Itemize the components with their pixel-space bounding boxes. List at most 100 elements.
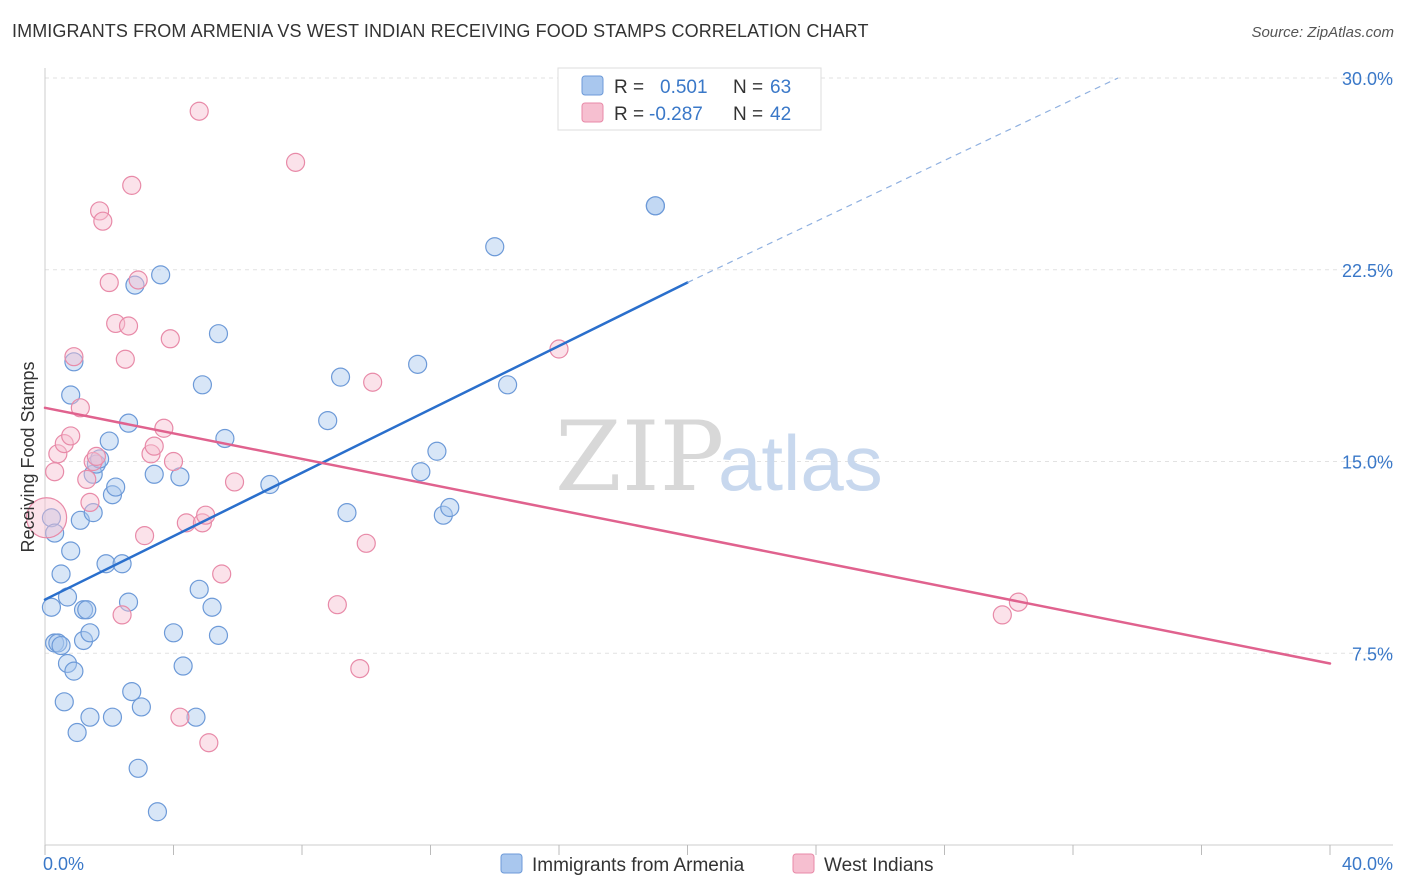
x-tick-label-max: 40.0%: [1342, 854, 1393, 874]
point-armenia-17: [73, 630, 94, 651]
point-armenia-54: [408, 354, 428, 374]
point-west-indians-8: [80, 492, 100, 513]
watermark-zip: ZIP: [555, 401, 724, 513]
point-west-indians-4: [61, 426, 81, 446]
y-tick-label-3: 30.0%: [1342, 69, 1393, 89]
point-armenia-5: [51, 635, 71, 656]
chart-source: Source: ZipAtlas.com: [1251, 24, 1394, 41]
point-armenia-46: [202, 597, 222, 617]
series-legend-swatch-armenia: [500, 853, 523, 874]
x-tick-label-min: 0.0%: [43, 854, 84, 874]
point-west-indians-11: [90, 201, 110, 221]
point-west-indians-19: [128, 270, 148, 290]
point-west-indians-3: [54, 434, 74, 454]
point-armenia-22: [83, 503, 103, 523]
point-armenia-8: [57, 653, 78, 674]
point-armenia-62: [645, 196, 665, 216]
point-armenia-45: [192, 375, 213, 395]
point-west-indians-10: [86, 446, 107, 466]
y-axis-label: Receiving Food Stamps: [18, 361, 38, 552]
gridlines: [45, 77, 1393, 654]
trend-line-west-indians: [43, 406, 1332, 665]
point-armenia-35: [128, 758, 148, 778]
legend-r-label-2: R =: [614, 104, 644, 125]
point-west-indians-25: [163, 451, 184, 472]
point-armenia-6: [51, 564, 71, 584]
point-west-indians-28: [189, 101, 209, 121]
point-armenia-57: [433, 505, 453, 525]
point-west-indians-12: [93, 211, 113, 231]
point-armenia-39: [151, 265, 171, 285]
point-armenia-56: [427, 441, 447, 461]
watermark: ZIP atlas: [555, 401, 883, 513]
point-armenia-14: [67, 722, 87, 743]
point-west-indians-23: [154, 418, 174, 438]
y-tick-label-1: 15.0%: [1342, 453, 1393, 473]
point-west-indians-31: [199, 733, 219, 753]
legend-r-value-1: 0.501: [660, 77, 708, 98]
series-legend-label-armenia: Immigrants from Armenia: [532, 855, 745, 876]
point-west-indians-21: [141, 444, 161, 464]
stats-legend: R = 0.501 N = 63 R = -0.287 N = 42: [557, 67, 822, 131]
point-west-indians-40: [992, 605, 1012, 625]
point-armenia-60: [498, 375, 518, 395]
point-armenia-34: [125, 275, 145, 295]
legend-n-label-2: N =: [733, 104, 763, 125]
point-west-indians-15: [112, 605, 132, 625]
y-tick-label-0: 7.5%: [1352, 644, 1393, 664]
point-west-indians-17: [118, 316, 139, 336]
series-legend-swatch-west-indians: [792, 853, 815, 874]
point-armenia-58: [440, 497, 460, 518]
point-armenia-53: [337, 503, 357, 523]
trend-lines: [43, 77, 1332, 665]
point-armenia-28: [102, 485, 123, 505]
point-armenia-51: [318, 410, 338, 431]
legend-r-label-1: R =: [614, 77, 644, 98]
point-west-indians-37: [356, 533, 376, 553]
point-west-indians-6: [70, 398, 90, 418]
legend-r-value-2: -0.287: [649, 104, 703, 125]
point-armenia-38: [147, 802, 168, 822]
point-west-indians-38: [363, 372, 383, 392]
point-west-indians-32: [212, 564, 232, 584]
point-west-indians-35: [327, 595, 347, 615]
point-armenia-10: [61, 541, 81, 561]
legend-n-value-1: 63: [770, 77, 791, 98]
point-west-indians-1: [45, 462, 65, 482]
trend-line-armenia-extension: [687, 77, 1119, 284]
legend-swatch-west-indians: [581, 102, 604, 123]
axes: 7.5% 15.0% 22.5% 30.0% 0.0% 40.0%: [43, 68, 1393, 874]
point-armenia-44: [189, 579, 209, 599]
point-armenia-23: [86, 454, 107, 474]
point-armenia-29: [106, 477, 126, 497]
point-west-indians-24: [160, 329, 180, 349]
y-tick-label-2: 22.5%: [1342, 261, 1393, 281]
point-west-indians-0: [26, 497, 68, 539]
point-west-indians-2: [48, 444, 68, 464]
point-west-indians-33: [224, 472, 245, 492]
trend-line-armenia: [43, 281, 689, 601]
point-armenia-20: [80, 707, 100, 727]
point-armenia-47: [208, 625, 229, 645]
point-west-indians-7: [77, 469, 97, 489]
legend-n-label-1: N =: [733, 77, 763, 98]
point-armenia-7: [54, 692, 74, 712]
point-armenia-36: [131, 697, 151, 717]
point-west-indians-22: [144, 436, 164, 456]
point-armenia-4: [48, 633, 68, 653]
point-armenia-42: [173, 656, 193, 676]
point-armenia-48: [208, 324, 229, 344]
point-armenia-18: [77, 600, 97, 620]
point-west-indians-13: [99, 272, 119, 293]
point-west-indians-34: [285, 152, 306, 172]
point-armenia-37: [144, 464, 164, 484]
point-west-indians-36: [350, 658, 370, 679]
point-armenia-43: [186, 707, 206, 727]
point-armenia-27: [102, 707, 123, 727]
point-west-indians-20: [134, 526, 155, 546]
series-legend: Immigrants from Armenia West Indians: [500, 853, 933, 876]
point-west-indians-9: [83, 451, 103, 472]
point-armenia-11: [61, 385, 81, 405]
point-armenia-52: [330, 367, 351, 387]
legend-swatch-armenia: [581, 75, 604, 96]
